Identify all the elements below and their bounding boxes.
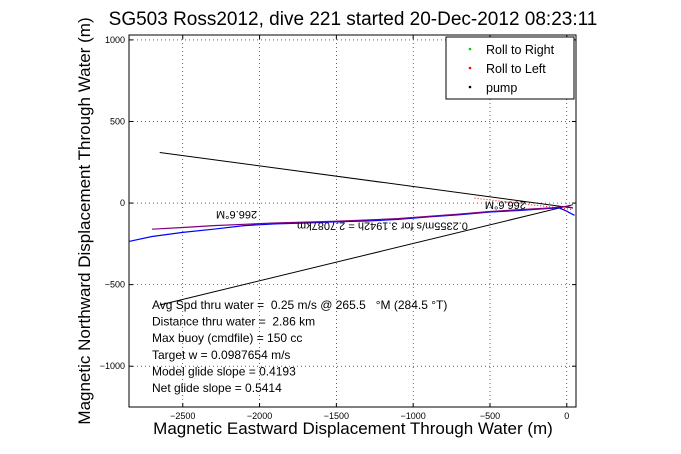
plot-annotation: 266.6°M: [216, 208, 257, 220]
track-series-line: [128, 207, 575, 242]
stats-line: Avg Spd thru water = 0.25 m/s @ 265.5 °M…: [152, 298, 447, 312]
legend-marker: [468, 47, 472, 51]
y-tick-label: −1000: [100, 361, 125, 371]
x-tick-label: −2000: [247, 411, 272, 421]
legend-label: Roll to Right: [486, 43, 555, 57]
legend-marker: [468, 66, 472, 70]
stats-line: Max buoy (cmdfile) = 150 cc: [152, 331, 302, 345]
legend: Roll to Right Roll to Left pump: [445, 36, 575, 100]
x-tick-label: −500: [480, 411, 500, 421]
y-tick-label: 0: [120, 198, 125, 208]
stats-line: Model glide slope = 0.4193: [152, 364, 296, 378]
x-tick-label: 0: [564, 411, 569, 421]
pump-track-line: [159, 204, 574, 306]
legend-box: [445, 36, 575, 100]
y-tick-label: −500: [105, 280, 125, 290]
x-tick-label: −2500: [170, 411, 195, 421]
plot-annotations: 266.6°M 0.2355m/s for 3.1942h = 2.7087km 2…: [216, 198, 526, 231]
plot-annotation: 0.2355m/s for 3.1942h = 2.7087km: [297, 220, 468, 232]
x-axis-label: Magnetic Eastward Displacement Through W…: [153, 419, 553, 438]
stats-line: Net glide slope = 0.5414: [152, 381, 282, 395]
track-series-line: [151, 205, 574, 230]
stats-line: Target w = 0.0987654 m/s: [152, 348, 290, 362]
x-tick-label: −1500: [324, 411, 349, 421]
axis-ticks: −2500 −2000 −1500 −1000 −500 0 −1000 −500 0 500 10…: [100, 35, 576, 421]
pump-track-line: [159, 151, 573, 209]
stats-text: Avg Spd thru water = 0.25 m/s @ 265.5 °M…: [152, 298, 447, 395]
stats-line: Distance thru water = 2.86 km: [152, 315, 315, 329]
legend-label: Roll to Left: [486, 62, 546, 76]
y-axis-label: Magnetic Northward Displacement Through …: [75, 17, 94, 424]
legend-marker: [468, 85, 472, 89]
legend-label: pump: [486, 81, 517, 95]
plot-annotation: 266.6°M: [485, 198, 526, 210]
y-tick-label: 1000: [105, 35, 125, 45]
x-tick-label: −1000: [401, 411, 426, 421]
chart-title: SG503 Ross2012, dive 221 started 20-Dec-…: [109, 9, 598, 30]
y-tick-label: 500: [110, 116, 125, 126]
data-series: [128, 151, 575, 306]
